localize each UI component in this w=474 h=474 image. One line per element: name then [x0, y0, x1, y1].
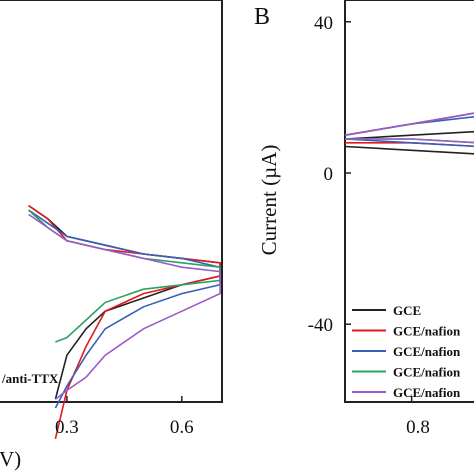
panel-a-plot-area [28, 204, 221, 439]
panel-b-legend-label: GCE/nafion [393, 324, 461, 339]
panel-a-legend: /anti-TTX [1, 371, 59, 386]
panel-a: 0.3 0.6 (V) /anti-TTX [0, 0, 223, 471]
panel-b-series-line [344, 115, 474, 148]
panel-b-plot-area [344, 112, 474, 155]
panel-b-y-tick-label: 40 [314, 13, 333, 34]
panel-b-letter: B [254, 4, 270, 30]
panel-b-series-line [344, 112, 474, 148]
panel-b-legend-label: GCE/nafion [393, 344, 461, 359]
panel-b-y-tick-label: 0 [324, 164, 334, 185]
panel-b-legend-label: GCE/nafion [393, 365, 461, 380]
panel-a-x-axis-label: (V) [0, 447, 21, 471]
panel-b-ticks [345, 21, 413, 402]
panel-a-ticks [66, 396, 183, 402]
panel-b-series-line [344, 112, 474, 144]
panel-b-legend: GCE GCE/nafion GCE/nafion GCE/nafion GCE/naf… [352, 303, 461, 400]
panel-a-frame [0, 0, 223, 403]
panel-a-series-line [28, 213, 221, 400]
panel-b-x-tick-label: 0.8 [406, 417, 430, 438]
panel-b-legend-label: GCE/nafion [393, 385, 461, 400]
panel-a-x-tick-label: 0.6 [170, 417, 194, 438]
panel-b: B 40 0 -40 0.8 Current (µA) GCE GCE/nafio… [254, 0, 474, 438]
panel-a-legend-label: /anti-TTX [1, 371, 59, 386]
panel-b-series-line [344, 130, 474, 155]
panel-b-legend-label: GCE [393, 303, 421, 318]
panel-a-x-tick-label: 0.3 [55, 417, 79, 438]
panel-b-y-axis-label: Current (µA) [257, 145, 281, 256]
panel-b-y-tick-label: -40 [308, 315, 333, 336]
panel-b-frame [344, 0, 474, 403]
